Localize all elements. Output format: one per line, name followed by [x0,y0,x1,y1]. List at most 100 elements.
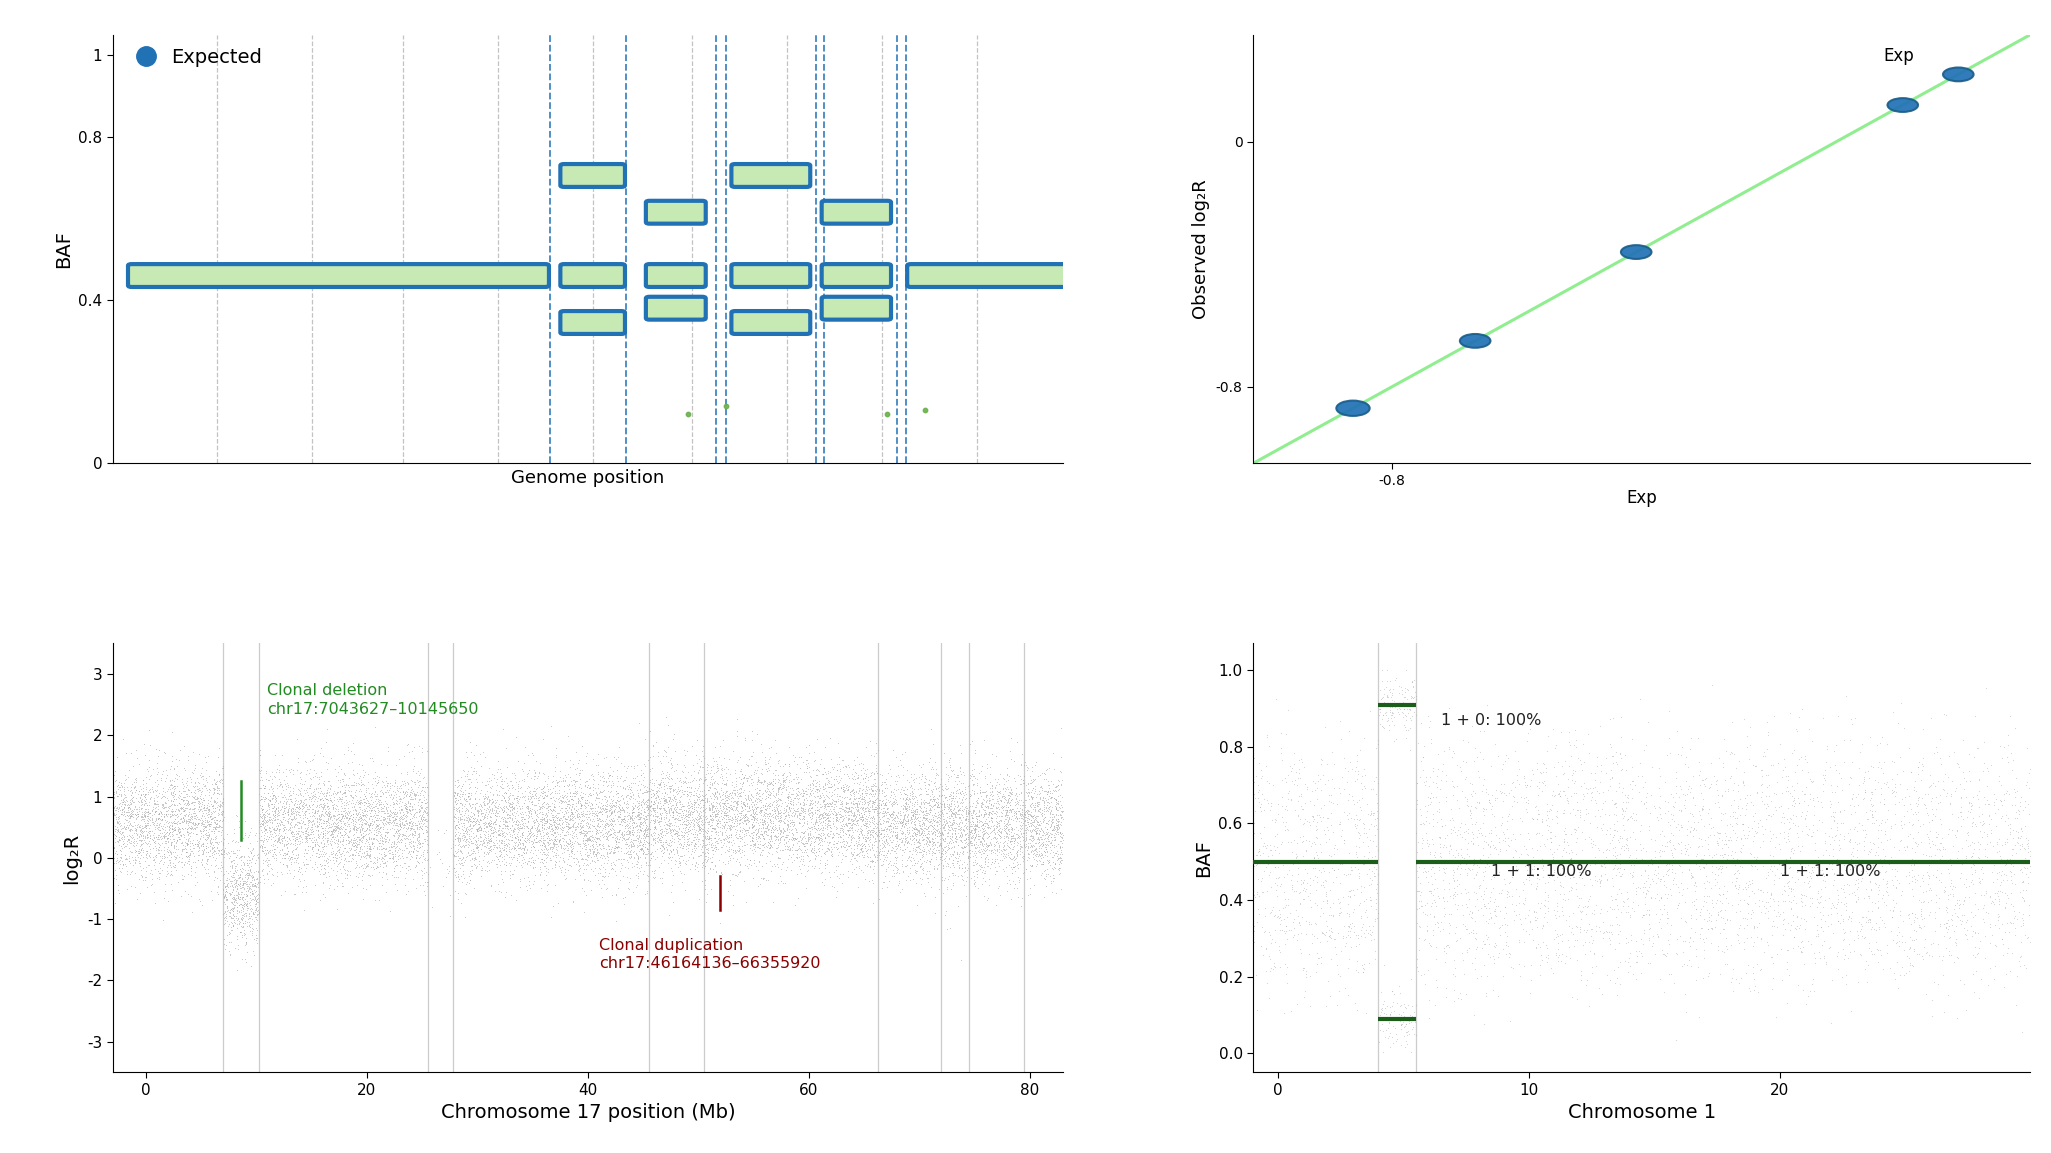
Text: Clonal duplication
chr17:46164136–66355920: Clonal duplication chr17:46164136–663559… [599,937,820,971]
Point [289,801,322,820]
Point [917,836,950,854]
Point [125,793,158,812]
Point [539,802,572,821]
Point [976,841,1009,859]
Point [654,759,687,777]
Point [1259,933,1292,951]
Point [710,806,742,824]
Point [443,801,476,820]
Point [841,793,874,812]
Point [1341,880,1374,898]
Point [232,882,265,900]
Point [410,821,443,839]
Point [1026,849,1058,867]
Point [1868,918,1901,936]
Point [847,835,880,853]
Point [658,786,691,805]
Point [1758,917,1791,935]
Point [439,776,472,794]
Point [166,775,199,793]
Point [726,837,759,856]
Point [164,790,197,808]
Point [363,794,396,813]
Point [1676,805,1708,823]
Point [820,778,853,797]
Point [441,829,474,847]
Point [952,828,984,846]
Point [263,786,295,805]
Point [923,827,956,845]
Point [617,804,650,822]
Point [587,782,619,800]
Point [468,843,500,861]
Point [1848,783,1881,801]
Point [861,808,894,827]
Point [904,816,937,835]
Point [1858,933,1891,951]
Point [656,730,689,748]
Point [519,827,552,845]
Point [1450,791,1483,809]
Point [662,789,695,807]
Point [1922,935,1955,954]
Point [851,816,884,835]
Point [923,798,956,816]
Point [1871,872,1903,890]
Point [646,843,679,861]
Point [701,814,734,832]
Point [980,776,1013,794]
Point [1284,874,1317,892]
Point [929,779,962,798]
Point [232,856,265,874]
Point [519,752,552,770]
Point [527,819,560,837]
Point [855,813,888,831]
Point [888,832,921,851]
Point [507,824,539,843]
Point [769,782,802,800]
Point [662,768,695,786]
Point [308,793,340,812]
Point [1253,962,1286,980]
Point [240,851,273,869]
Point [1356,805,1389,823]
Point [1821,881,1854,899]
Point [665,835,697,853]
Point [1739,822,1772,841]
Point [474,802,507,821]
Point [722,804,755,822]
Point [859,799,892,817]
Point [279,831,312,850]
Point [2012,836,2045,854]
Point [392,799,425,817]
Point [589,800,621,819]
Point [158,821,191,839]
Point [613,816,646,835]
Point [314,776,347,794]
Point [742,839,775,858]
Point [180,817,213,836]
Point [1994,913,2026,932]
Point [314,815,347,834]
Point [888,836,921,854]
Point [845,800,878,819]
Point [197,783,230,801]
Point [191,851,224,869]
Point [154,807,187,826]
Point [1032,835,1064,853]
Point [1017,778,1050,797]
Point [488,791,521,809]
Point [103,820,135,838]
Point [771,858,804,876]
Point [402,835,435,853]
Point [1407,830,1440,849]
Point [1296,834,1329,852]
Point [1670,956,1702,974]
Point [154,830,187,849]
Point [913,832,946,851]
Point [767,829,800,847]
Point [121,815,154,834]
Point [927,832,960,851]
Point [299,834,332,852]
Point [299,798,332,816]
